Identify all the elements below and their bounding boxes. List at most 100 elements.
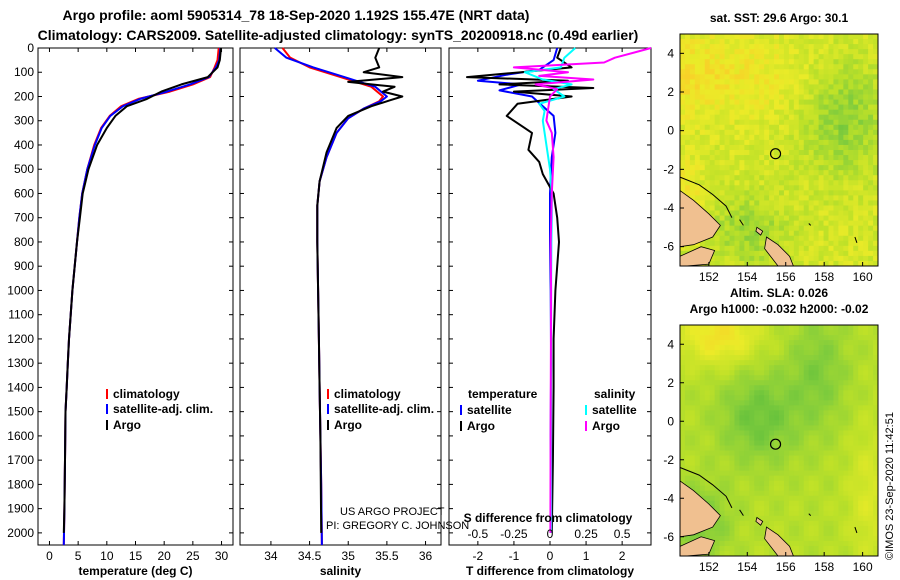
map-cell: [808, 195, 815, 201]
map-cell: [853, 515, 859, 522]
map-cell: [744, 440, 750, 446]
map-cell: [699, 99, 706, 106]
map-cell: [793, 400, 800, 406]
map-cell: [873, 34, 879, 40]
map-cell: [744, 245, 750, 252]
map-cell: [863, 74, 869, 80]
map-cell: [680, 245, 686, 252]
map-cell: [793, 425, 800, 431]
map-cell: [783, 144, 790, 151]
map-cell: [818, 160, 824, 166]
map-cell: [793, 250, 800, 257]
map-cell: [813, 480, 819, 487]
map-cell: [754, 59, 760, 65]
map-cell: [739, 144, 745, 151]
map-cell: [813, 94, 819, 100]
map-cell: [858, 119, 864, 126]
map-cell: [724, 460, 730, 467]
map-cell: [749, 170, 755, 176]
map-cell: [848, 480, 854, 487]
map-cell: [709, 180, 716, 186]
map-cell: [813, 210, 819, 216]
map-cell: [873, 220, 879, 227]
map-cell: [818, 210, 824, 216]
map-cell: [798, 475, 805, 482]
map-cell: [680, 435, 686, 441]
map-cell: [858, 370, 864, 376]
map-cell: [853, 530, 859, 537]
map-cell: [779, 440, 785, 446]
map-cell: [709, 245, 716, 252]
map-cell: [719, 360, 725, 366]
map-cell: [838, 430, 844, 436]
map-cell: [873, 455, 879, 461]
map-cell: [838, 139, 844, 146]
map-cell: [808, 460, 815, 467]
map-cell: [788, 445, 795, 451]
map-cell: [783, 475, 790, 482]
map-cell: [818, 225, 824, 232]
map-cell: [694, 74, 701, 80]
map-cell: [818, 89, 824, 95]
map-cell: [764, 200, 770, 206]
map-cell: [833, 79, 839, 85]
map-cell: [843, 160, 849, 166]
map-cell: [788, 185, 795, 191]
map-cell: [739, 390, 745, 396]
map-cell: [808, 450, 815, 456]
map-cell: [729, 155, 735, 161]
map-cell: [848, 540, 854, 547]
map-cell: [739, 89, 745, 95]
map-cell: [754, 150, 760, 156]
map-cell: [680, 44, 686, 50]
map-cell: [729, 365, 735, 371]
x-axis-label: salinity: [320, 564, 362, 578]
map-cell: [793, 520, 800, 527]
map-cell: [803, 190, 810, 196]
map-cell: [843, 49, 849, 55]
map-cell: [833, 350, 839, 356]
map-cell: [858, 485, 864, 492]
map-cell: [774, 175, 780, 181]
map-cell: [783, 49, 790, 55]
map-cell: [759, 155, 765, 161]
map-cell: [838, 365, 844, 371]
map-cell: [788, 180, 795, 186]
map-cell: [704, 420, 711, 426]
map-cell: [774, 410, 780, 416]
map-cell: [724, 255, 730, 262]
map-cell: [833, 245, 839, 252]
map-cell: [838, 550, 844, 557]
map-cell: [754, 445, 760, 451]
map-cell: [808, 114, 815, 121]
map-cell: [843, 490, 849, 497]
map-cell: [828, 245, 834, 252]
map-cell: [754, 455, 760, 461]
map-cell: [779, 240, 785, 247]
map-cell: [803, 355, 810, 361]
map-cell: [759, 240, 765, 247]
map-cell: [724, 39, 730, 45]
map-cell: [759, 355, 765, 361]
map-cell: [818, 325, 824, 331]
map-cell: [724, 84, 730, 90]
map-cell: [823, 84, 829, 90]
top-tick-label: -0.5: [468, 527, 489, 541]
map-cell: [719, 99, 725, 106]
map-cell: [858, 144, 864, 151]
map-cell: [724, 185, 730, 191]
map-cell: [838, 160, 844, 166]
map-cell: [873, 124, 879, 131]
map-cell: [818, 475, 824, 482]
map-cell: [843, 210, 849, 216]
map-cell: [818, 425, 824, 431]
map-cell: [754, 144, 760, 151]
map-cell: [704, 34, 711, 40]
map-cell: [858, 205, 864, 211]
map-cell: [724, 365, 730, 371]
map-cell: [719, 175, 725, 181]
map-cell: [734, 240, 740, 247]
map-cell: [818, 340, 824, 346]
map-cell: [774, 375, 780, 381]
map-cell: [739, 155, 745, 161]
